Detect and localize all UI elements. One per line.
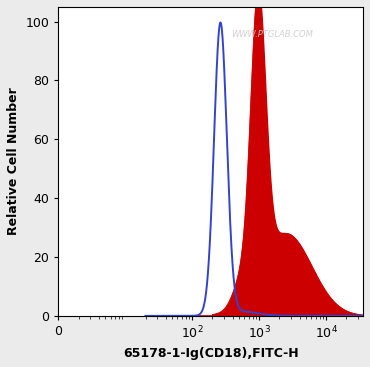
X-axis label: 65178-1-Ig(CD18),FITC-H: 65178-1-Ig(CD18),FITC-H [123,347,299,360]
Text: WWW.PTGLAB.COM: WWW.PTGLAB.COM [231,30,313,39]
Y-axis label: Relative Cell Number: Relative Cell Number [7,88,20,235]
